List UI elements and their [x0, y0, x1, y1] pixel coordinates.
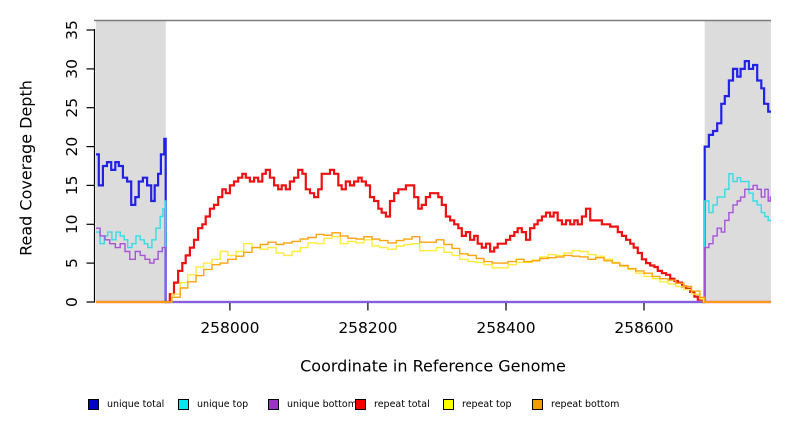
series-repeat-bottom: [96, 232, 771, 303]
y-tick-label: 15: [63, 176, 81, 196]
y-tick-label: 10: [63, 214, 81, 234]
series-unique-total: [96, 60, 771, 304]
y-tick-label: 20: [63, 137, 81, 157]
y-axis-title: Read Coverage Depth: [16, 80, 36, 256]
series-unique-bottom: [96, 184, 771, 303]
y-tick-label: 5: [63, 258, 81, 268]
series-repeat-top: [96, 236, 771, 303]
x-tick-label: 258600: [614, 319, 673, 337]
y-tick-label: 35: [63, 20, 81, 40]
x-tick-label: 258400: [476, 319, 535, 337]
x-axis-title: Coordinate in Reference Genome: [300, 356, 566, 376]
x-tick-label: 258000: [200, 319, 259, 337]
y-tick-label: 25: [63, 98, 81, 118]
y-tick-label: 0: [63, 297, 81, 307]
y-tick-label: 30: [63, 59, 81, 79]
shaded-region-1: [704, 21, 771, 303]
series-unique-top: [96, 173, 771, 303]
x-tick-label: 258200: [338, 319, 397, 337]
series-repeat-total: [96, 168, 771, 304]
